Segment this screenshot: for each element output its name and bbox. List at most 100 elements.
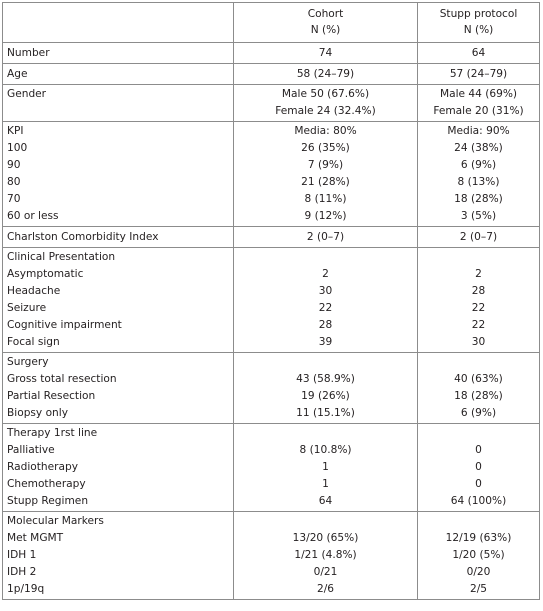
header-stupp: Stupp protocol N (%): [417, 2, 540, 43]
row-molecular-markers-cohort-cell: 13/20 (65%) 1/21 (4.8%) 0/21 2/6: [233, 511, 418, 600]
row-label: 1p/19q: [7, 583, 45, 595]
row-clinical-presentation-label-cell: Clinical Presentation Asymptomatic Headach…: [2, 247, 234, 353]
table-cell-value: 64: [471, 47, 486, 59]
row-therapy-stupp-cell: 0 0 0 64 (100%): [417, 423, 540, 512]
row-label: Focal sign: [7, 336, 60, 348]
row-label: Age: [7, 68, 28, 80]
row-label: Gross total resection: [7, 373, 117, 385]
table-cell-value: [234, 513, 417, 530]
table-cell-value: 58 (24–79): [296, 68, 355, 80]
table-cell-value: 24 (38%): [454, 142, 503, 154]
row-label: Chemotherapy: [7, 478, 86, 490]
row-charlston-label-cell: Charlston Comorbidity Index: [2, 226, 234, 248]
table-cell-value: 6 (9%): [460, 159, 497, 171]
table-cell-value: 74: [318, 47, 333, 59]
table-cell-value: [418, 249, 539, 266]
row-label: Biopsy only: [7, 407, 68, 419]
row-gender-label-cell: Gender: [2, 84, 234, 122]
table-cell-value: Male 44 (69%): [439, 88, 518, 100]
table-header-row: Cohort N (%) Stupp protocol N (%): [2, 2, 540, 43]
row-label: Seizure: [7, 302, 47, 314]
table-cell-value: 0/21: [313, 566, 338, 578]
row-molecular-markers-label-cell: Molecular Markers Met MGMT IDH 1 IDH 2 1p/19…: [2, 511, 234, 600]
row-label: Charlston Comorbidity Index: [7, 231, 159, 243]
table-cell-value: 64 (100%): [450, 495, 507, 507]
row-label: 90: [7, 159, 21, 171]
table-cell-value: Media: 80%: [294, 125, 357, 137]
table-cell-value: 8 (10.8%): [299, 444, 352, 456]
table-cell-value: 0/20: [466, 566, 491, 578]
row-label: Met MGMT: [7, 532, 64, 544]
table-cell-value: 43 (58.9%): [296, 373, 355, 385]
row-number-label-cell: Number: [2, 42, 234, 64]
row-label: Cognitive impairment: [7, 319, 122, 331]
row-therapy-cohort-cell: 8 (10.8%) 1 1 64: [233, 423, 418, 512]
table-cell-value: 64: [318, 495, 333, 507]
table-cell-value: 1/20 (5%): [452, 549, 505, 561]
row-label: 100: [7, 142, 28, 154]
row-label: 60 or less: [7, 210, 59, 222]
table-cell-value: 40 (63%): [454, 373, 503, 385]
row-clinical-presentation-cohort-cell: 2 30 22 28 39: [233, 247, 418, 353]
table-cell-value: 2/5: [469, 583, 488, 595]
table-cell-value: 13/20 (65%): [292, 532, 359, 544]
table-cell-value: 11 (15.1%): [296, 407, 355, 419]
table-cell-value: 1/21 (4.8%): [294, 549, 357, 561]
row-kpi-label-cell: KPI 100 90 80 70 60 or less: [2, 121, 234, 227]
row-number-stupp-cell: 64: [417, 42, 540, 64]
table-cell-value: 0: [475, 461, 482, 473]
row-charlston-stupp-cell: 2 (0–7): [417, 226, 540, 248]
table-cell-value: 18 (28%): [454, 390, 503, 402]
table-body: Number 74 64 Age 58 (24–79) 57 (24–79) Gender M…: [2, 42, 540, 600]
row-molecular-markers-stupp-cell: 12/19 (63%) 1/20 (5%) 0/20 2/5: [417, 511, 540, 600]
table-cell-value: [234, 425, 417, 442]
table-cell-value: 19 (26%): [301, 390, 350, 402]
table-cell-value: 26 (35%): [301, 142, 350, 154]
row-gender-cohort-cell: Male 50 (67.6%) Female 24 (32.4%): [233, 84, 418, 122]
table-cell-value: 0: [475, 444, 482, 456]
table-cell-value: 2/6: [316, 583, 335, 595]
row-therapy-label-cell: Therapy 1rst line Palliative Radiotherapy C…: [2, 423, 234, 512]
row-age-stupp-cell: 57 (24–79): [417, 63, 540, 85]
row-label: KPI: [7, 125, 24, 137]
row-gender: Gender Male 50 (67.6%) Female 24 (32.4%) Ma…: [2, 84, 540, 122]
row-molecular-markers: Molecular Markers Met MGMT IDH 1 IDH 2 1p/19…: [2, 511, 540, 600]
row-label: 70: [7, 193, 21, 205]
table-cell-value: 9 (12%): [304, 210, 347, 222]
table-cell-value: 22: [471, 302, 486, 314]
table-cell-value: 30: [471, 336, 486, 348]
table-cell-value: 22: [318, 302, 333, 314]
row-label: Headache: [7, 285, 61, 297]
header-cohort: Cohort N (%): [233, 2, 418, 43]
row-label: Asymptomatic: [7, 268, 84, 280]
row-label: Clinical Presentation: [7, 251, 116, 263]
row-gender-stupp-cell: Male 44 (69%) Female 20 (31%): [417, 84, 540, 122]
table-cell-value: 18 (28%): [454, 193, 503, 205]
row-label: 80: [7, 176, 21, 188]
row-kpi-stupp-cell: Media: 90% 24 (38%) 6 (9%) 8 (13%) 18 (28%) 3…: [417, 121, 540, 227]
header-blank-cell: [2, 2, 234, 43]
row-therapy: Therapy 1rst line Palliative Radiotherapy C…: [2, 423, 540, 512]
table-cell-value: 0: [475, 478, 482, 490]
row-label: IDH 2: [7, 566, 37, 578]
row-label: Partial Resection: [7, 390, 96, 402]
row-surgery-stupp-cell: 40 (63%) 18 (28%) 6 (9%): [417, 352, 540, 424]
table-cell-value: Media: 90%: [447, 125, 510, 137]
row-age: Age 58 (24–79) 57 (24–79): [2, 63, 540, 85]
table-cell-value: 21 (28%): [301, 176, 350, 188]
table-cell-value: 2 (0–7): [306, 231, 345, 243]
header-cohort-title: Cohort: [307, 8, 344, 20]
table-cell-value: 6 (9%): [460, 407, 497, 419]
table-cell-value: 8 (11%): [304, 193, 347, 205]
row-surgery-cohort-cell: 43 (58.9%) 19 (26%) 11 (15.1%): [233, 352, 418, 424]
table-cell-value: [418, 513, 539, 530]
row-age-cohort-cell: 58 (24–79): [233, 63, 418, 85]
header-stupp-subtitle: N (%): [463, 24, 494, 36]
row-label: Therapy 1rst line: [7, 427, 98, 439]
table-cell-value: [234, 249, 417, 266]
row-label: IDH 1: [7, 549, 37, 561]
row-label: Gender: [7, 88, 47, 100]
header-stupp-title: Stupp protocol: [439, 8, 518, 20]
table-cell-value: 2 (0–7): [459, 231, 498, 243]
row-label: Surgery: [7, 356, 49, 368]
